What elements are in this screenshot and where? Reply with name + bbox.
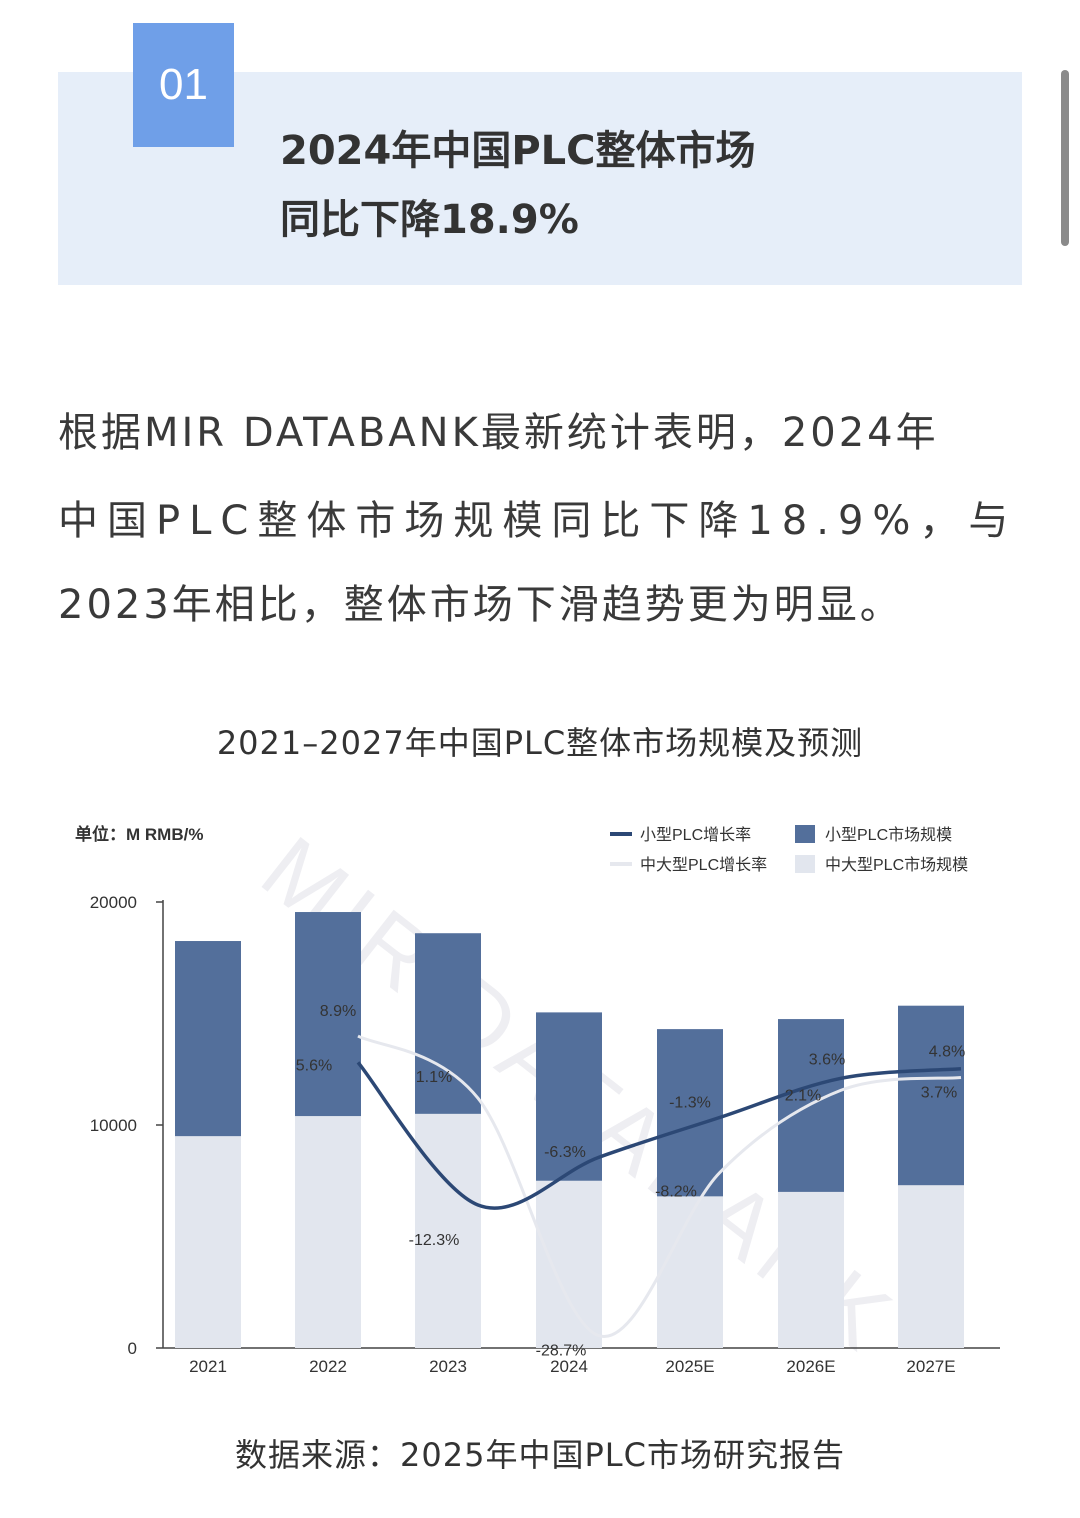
large-mid-growth-label-2027E: 3.7%: [921, 1085, 957, 1102]
line-small-growth: [356, 1061, 962, 1210]
legend-label: 小型PLC增长率: [640, 826, 751, 844]
bar-small-2022: [295, 912, 361, 1117]
legend-label: 中大型PLC市场规模: [825, 856, 968, 874]
bar-large-mid-2027E: [898, 1185, 964, 1348]
chart-data-labels: 5.6% -12.3% -6.3% -1.3% 3.6% 4.8% 8.9% 1.1% -28.…: [296, 1003, 965, 1360]
bar-small-2027E: [898, 1005, 964, 1186]
large-mid-growth-label-2024: -28.7%: [536, 1343, 587, 1360]
small-growth-label-2022: 5.6%: [296, 1057, 332, 1074]
x-tick-label: 2025E: [665, 1357, 714, 1376]
large-mid-growth-label-2025E: -8.2%: [655, 1183, 697, 1200]
small-growth-label-2027E: 4.8%: [929, 1044, 965, 1061]
line-large-mid-growth: [357, 1034, 962, 1338]
y-tick-label: 0: [128, 1339, 137, 1358]
paragraph-line-3: 2023年相比，整体市场下滑趋势更为明显。: [58, 582, 903, 628]
bar-large-mid-2024: [536, 1180, 602, 1348]
y-tick-label: 20000: [90, 893, 137, 912]
section-number-badge: 01: [133, 23, 234, 147]
legend-label: 小型PLC市场规模: [825, 826, 952, 844]
plc-market-chart: 单位：M RMB/% MIR DATABANK 小型PLC增长率小型PLC市场规…: [75, 818, 1000, 1376]
bar-small-2021: [175, 941, 241, 1137]
legend-swatch: [795, 855, 815, 873]
x-tick-label: 2021: [189, 1357, 227, 1376]
x-tick-label: 2027E: [906, 1357, 955, 1376]
header-title-line-1: 2024年中国PLC整体市场: [280, 128, 756, 174]
x-tick-label: 2026E: [786, 1357, 835, 1376]
small-growth-label-2023: -12.3%: [409, 1232, 460, 1249]
large-mid-growth-label-2022: 8.9%: [320, 1003, 356, 1020]
legend-item: 中大型PLC增长率: [610, 856, 767, 874]
legend-item: 小型PLC增长率: [610, 826, 751, 844]
legend-swatch: [795, 825, 815, 843]
legend-label: 中大型PLC增长率: [640, 856, 767, 874]
data-source: 数据来源：2025年中国PLC市场研究报告: [235, 1436, 845, 1474]
small-growth-label-2024: -6.3%: [544, 1144, 586, 1161]
chart-lines: [356, 1034, 962, 1338]
bar-large-mid-2026E: [778, 1191, 844, 1348]
large-mid-growth-label-2023: 1.1%: [416, 1069, 452, 1086]
paragraph-line-2: 中国PLC整体市场规模同比下降18.9%，与: [58, 498, 1018, 544]
bar-large-mid-2023: [415, 1113, 481, 1348]
header-title-line-2: 同比下降18.9%: [280, 197, 579, 243]
chart-title: 2021–2027年中国PLC整体市场规模及预测: [216, 724, 864, 762]
legend-item: 小型PLC市场规模: [795, 825, 952, 844]
legend-item: 中大型PLC市场规模: [795, 855, 968, 874]
small-growth-label-2025E: -1.3%: [669, 1094, 711, 1111]
x-tick-label: 2023: [429, 1357, 467, 1376]
bar-large-mid-2022: [295, 1116, 361, 1348]
x-tick-label: 2024: [550, 1357, 588, 1376]
small-growth-label-2026E: 3.6%: [809, 1051, 845, 1068]
bar-small-2023: [415, 933, 481, 1114]
large-mid-growth-label-2026E: 2.1%: [785, 1087, 821, 1104]
bar-large-mid-2021: [175, 1136, 241, 1348]
paragraph-line-1: 根据MIR DATABANK最新统计表明，2024年: [58, 410, 939, 456]
chart-axes: 0 10000 20000 2021 2022 2023 2024 2025E 2026E 202…: [90, 893, 1000, 1376]
chart-bars: [175, 912, 964, 1348]
bar-large-mid-2025E: [657, 1196, 723, 1348]
scrollbar-thumb[interactable]: [1061, 70, 1069, 246]
bar-small-2025E: [657, 1029, 723, 1197]
bar-small-2024: [536, 1012, 602, 1181]
unit-label: 单位：M RMB/%: [75, 824, 203, 844]
y-tick-label: 10000: [90, 1116, 137, 1135]
x-tick-label: 2022: [309, 1357, 347, 1376]
